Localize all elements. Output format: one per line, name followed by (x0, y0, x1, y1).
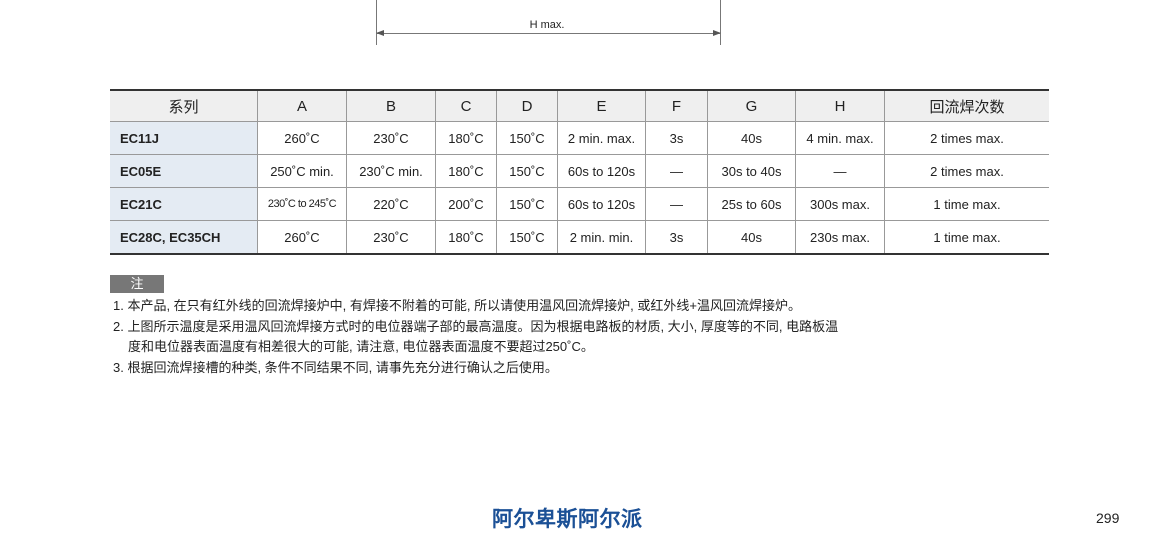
table-cell: 260˚C (257, 220, 347, 255)
column-header: H (795, 89, 885, 122)
table-cell: 260˚C (257, 121, 347, 155)
column-header: G (707, 89, 796, 122)
column-header: 系列 (110, 89, 258, 122)
table-cell: 2 min. min. (557, 220, 646, 255)
table-cell: 230˚C min. (346, 154, 436, 188)
table-cell: 150˚C (496, 220, 558, 255)
table-cell: 2 times max. (884, 121, 1049, 155)
table-cell: 1 time max. (884, 187, 1049, 221)
table-cell: 150˚C (496, 154, 558, 188)
series-cell: EC11J (110, 121, 258, 155)
table-cell: 3s (645, 121, 708, 155)
note-item: 2. 上图所示温度是采用温风回流焊接方式时的电位器端子部的最高温度。因为根据电路… (113, 318, 839, 334)
table-cell: 150˚C (496, 187, 558, 221)
table-row: EC21C 230˚C to 245˚C 220˚C 200˚C 150˚C 60s to… (110, 187, 1049, 221)
table-cell: 250˚C min. (257, 154, 347, 188)
table-cell: — (645, 187, 708, 221)
table-header-row: 系列 A B C D E F G H 回流焊次数 (110, 89, 1049, 122)
dimension-label: H max. (529, 19, 565, 31)
series-cell: EC05E (110, 154, 258, 188)
column-header: C (435, 89, 497, 122)
table-cell: 200˚C (435, 187, 497, 221)
series-cell: EC21C (110, 187, 258, 221)
note-item: 1. 本产品, 在只有红外线的回流焊接炉中, 有焊接不附着的可能, 所以请使用温… (113, 298, 801, 313)
column-header: B (346, 89, 436, 122)
table-cell: 300s max. (795, 187, 885, 221)
table-cell: 230˚C (346, 220, 436, 255)
table-cell: 3s (645, 220, 708, 255)
table-cell: — (645, 154, 708, 188)
table-cell: 30s to 40s (707, 154, 796, 188)
table-cell: 180˚C (435, 220, 497, 255)
table-row: EC05E 250˚C min. 230˚C min. 180˚C 150˚C 60s t… (110, 154, 1049, 188)
dimension-extension-left (376, 0, 377, 45)
arrow-left-icon (376, 30, 384, 36)
table-row: EC28C, EC35CH 260˚C 230˚C 180˚C 150˚C 2 min. … (110, 220, 1049, 255)
column-header: 回流焊次数 (884, 89, 1049, 122)
table-cell: 40s (707, 121, 796, 155)
table-cell: 40s (707, 220, 796, 255)
table-cell: 2 times max. (884, 154, 1049, 188)
table-cell: 150˚C (496, 121, 558, 155)
column-header: D (496, 89, 558, 122)
table-cell: 230˚C (346, 121, 436, 155)
reflow-conditions-table: 系列 A B C D E F G H 回流焊次数 EC11J 260˚C 230˚C 180˚C 150˚… (110, 89, 1049, 255)
table-cell: 180˚C (435, 154, 497, 188)
table-cell: 1 time max. (884, 220, 1049, 255)
table-cell: 4 min. max. (795, 121, 885, 155)
series-cell: EC28C, EC35CH (110, 220, 258, 255)
table-cell: 220˚C (346, 187, 436, 221)
table-cell: 230s max. (795, 220, 885, 255)
page-number: 299 (1096, 510, 1120, 526)
brand-logo-text: 阿尔卑斯阿尔派 (492, 508, 643, 531)
table-cell: 60s to 120s (557, 154, 646, 188)
table-cell: — (795, 154, 885, 188)
dimension-line (376, 33, 721, 34)
table-cell: 2 min. max. (557, 121, 646, 155)
column-header: A (257, 89, 347, 122)
table-cell: 60s to 120s (557, 187, 646, 221)
table-row: EC11J 260˚C 230˚C 180˚C 150˚C 2 min. max. 3s 40… (110, 121, 1049, 155)
note-item-continuation: 度和电位器表面温度有相差很大的可能, 请注意, 电位器表面温度不要超过250˚C… (128, 339, 594, 354)
column-header: F (645, 89, 708, 122)
arrow-right-icon (713, 30, 721, 36)
notes-tag: 注 (110, 275, 164, 293)
dimension-extension-right (720, 0, 721, 45)
table-cell: 230˚C to 245˚C (257, 187, 347, 221)
notes-list: 1. 本产品, 在只有红外线的回流焊接炉中, 有焊接不附着的可能, 所以请使用温… (113, 296, 838, 378)
column-header: E (557, 89, 646, 122)
note-item: 3. 根据回流焊接槽的种类, 条件不同结果不同, 请事先充分进行确认之后使用。 (113, 359, 558, 375)
table-cell: 25s to 60s (707, 187, 796, 221)
table-cell: 180˚C (435, 121, 497, 155)
